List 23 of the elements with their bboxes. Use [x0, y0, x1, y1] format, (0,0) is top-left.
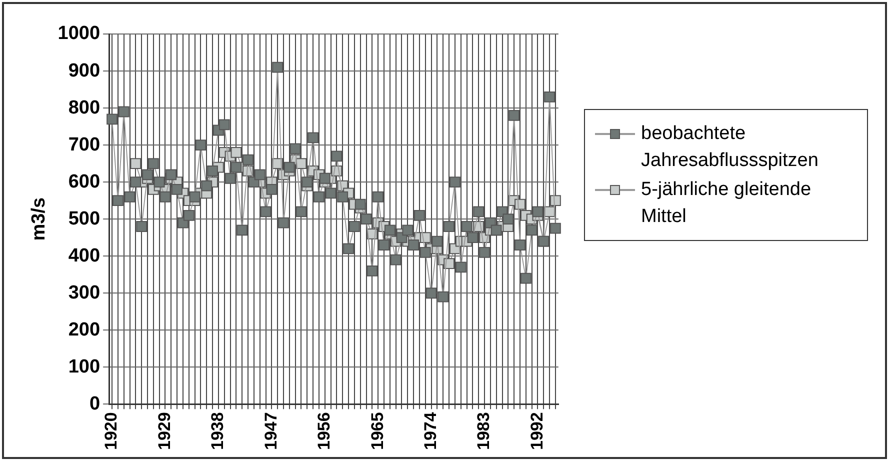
y-tick-label: 200 — [68, 319, 100, 340]
y-tick-label: 500 — [68, 208, 100, 230]
x-tick-label: 1938 — [208, 412, 228, 450]
x-tick-label: 1965 — [368, 412, 387, 450]
x-tick-label: 1983 — [474, 412, 494, 450]
y-tick-label: 800 — [68, 97, 100, 118]
y-tick-label: 1000 — [58, 23, 100, 44]
x-tick-label: 1992 — [527, 412, 546, 450]
legend-label: beobachtete Jahresabflussspitzen — [641, 122, 820, 173]
y-tick-label: 400 — [68, 245, 100, 266]
x-tick-label: 1920 — [102, 412, 121, 450]
y-tick-label: 700 — [68, 134, 100, 156]
x-tick-label: 1974 — [420, 412, 440, 450]
x-tick-label: 1947 — [261, 412, 280, 450]
x-tick-label: 1956 — [314, 412, 334, 450]
y-tick-label: 600 — [68, 171, 100, 192]
y-tick-label: 300 — [68, 282, 100, 304]
y-tick-label: 100 — [68, 356, 100, 378]
y-tick-label: 900 — [68, 60, 100, 82]
y-axis-title: m3/s — [28, 197, 50, 241]
y-tick-label: 0 — [89, 393, 100, 414]
x-tick-label: 1929 — [154, 412, 174, 450]
legend-label: 5-jährliche gleitende Mittel — [641, 178, 812, 229]
